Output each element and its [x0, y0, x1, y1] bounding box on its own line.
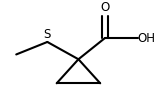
Text: O: O [100, 1, 109, 14]
Text: S: S [43, 28, 50, 40]
Text: OH: OH [138, 32, 156, 45]
